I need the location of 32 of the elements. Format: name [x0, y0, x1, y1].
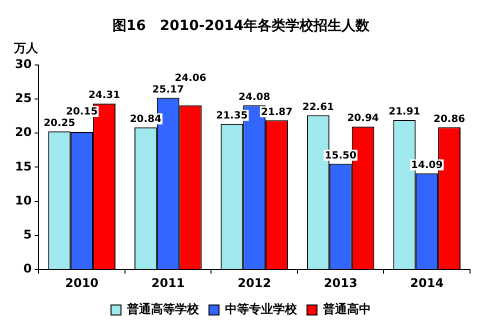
data-label: 25.17: [152, 84, 184, 96]
y-tick-label: 30: [14, 56, 32, 71]
x-tick-label: 2014: [410, 276, 444, 290]
y-tick-label: 5: [23, 228, 32, 242]
chart-title: 图16 2010-2014年各类学校招生人数: [112, 18, 371, 34]
y-tick-label: 20: [14, 125, 32, 140]
data-label: 20.84: [130, 114, 162, 125]
data-label: 14.09: [411, 160, 443, 172]
data-label: 24.06: [174, 72, 206, 84]
y-tick-label: 15: [14, 159, 32, 174]
data-label: 20.86: [433, 114, 466, 125]
y-tick-label: 10: [14, 193, 32, 208]
y-tick-label: 0: [23, 262, 32, 276]
y-axis-title: 万人: [13, 40, 39, 55]
x-tick-label: 2011: [151, 276, 185, 290]
data-label: 21.87: [260, 106, 293, 118]
data-label: 21.91: [388, 106, 420, 118]
x-tick-label: 2013: [324, 276, 358, 290]
data-label: 22.61: [302, 102, 334, 113]
data-label: 24.08: [238, 92, 270, 103]
data-label: 24.31: [88, 90, 120, 102]
legend-label: 普通高中: [322, 302, 371, 316]
x-tick-label: 2010: [65, 276, 99, 290]
data-label: 20.94: [347, 113, 379, 124]
legend-label: 普通高等学校: [126, 302, 200, 316]
x-tick-label: 2012: [238, 276, 272, 290]
data-label: 15.50: [324, 150, 356, 162]
data-label: 21.35: [216, 110, 248, 122]
data-label: 20.25: [44, 118, 76, 129]
legend-label: 中等专业学校: [225, 302, 298, 316]
data-label: 20.15: [66, 106, 98, 118]
y-tick-label: 25: [14, 91, 32, 106]
